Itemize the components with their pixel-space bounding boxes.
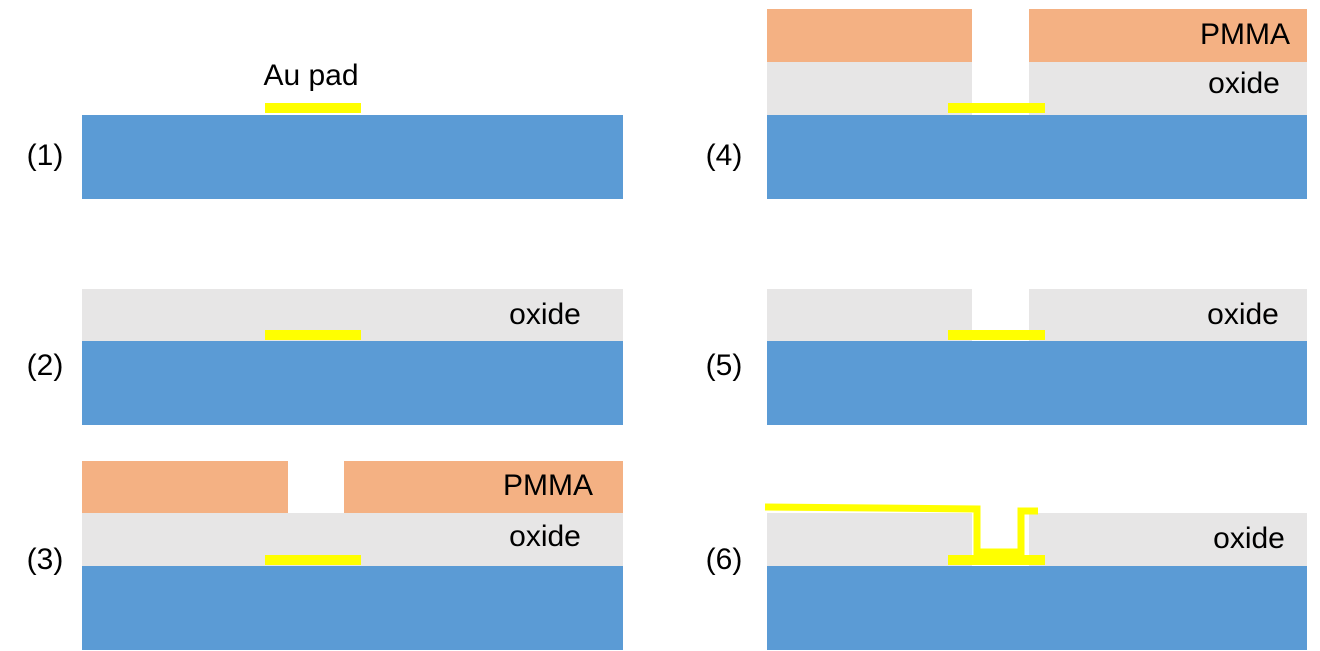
step-label: (1) <box>27 139 64 172</box>
oxide-layer <box>1029 513 1307 566</box>
annotation: Au pad <box>263 59 358 92</box>
au-pad <box>948 330 1045 340</box>
step-label: (5) <box>706 349 743 382</box>
layer-label: PMMA <box>1200 18 1290 51</box>
substrate <box>767 115 1307 199</box>
step-label: (6) <box>706 543 743 576</box>
oxide-layer <box>1029 62 1307 115</box>
substrate <box>82 341 623 425</box>
oxide-layer <box>767 513 972 566</box>
step-4: PMMA oxide (4) <box>706 9 1307 199</box>
substrate <box>767 566 1307 650</box>
step-label: (3) <box>27 543 64 576</box>
layer-label: oxide <box>509 520 581 553</box>
pmma-layer <box>82 461 288 513</box>
au-pad <box>265 555 361 565</box>
step-1: Au pad (1) <box>27 59 623 199</box>
step-label: (2) <box>27 349 64 382</box>
au-wire <box>764 503 1038 556</box>
pmma-layer <box>1029 9 1307 62</box>
pmma-layer <box>767 9 972 62</box>
layer-label: oxide <box>1213 522 1285 555</box>
pmma-layer <box>344 461 623 513</box>
step-label: (4) <box>706 139 743 172</box>
substrate <box>767 341 1307 425</box>
layer-label: oxide <box>1208 67 1280 100</box>
au-pad <box>948 103 1045 113</box>
step-6: oxide (6) <box>706 503 1307 650</box>
substrate <box>82 115 623 199</box>
oxide-layer <box>1029 289 1307 341</box>
substrate <box>82 566 623 650</box>
step-2: oxide (2) <box>27 289 623 425</box>
au-pad <box>265 330 361 340</box>
step-5: oxide (5) <box>706 289 1307 425</box>
layer-label: oxide <box>1207 298 1279 331</box>
oxide-layer <box>767 289 972 341</box>
au-pad <box>265 103 361 113</box>
step-3: PMMA oxide (3) <box>27 461 623 650</box>
layer-label: oxide <box>509 298 581 331</box>
au-pad <box>948 555 1045 565</box>
oxide-layer <box>767 62 972 115</box>
layer-label: PMMA <box>503 469 593 502</box>
